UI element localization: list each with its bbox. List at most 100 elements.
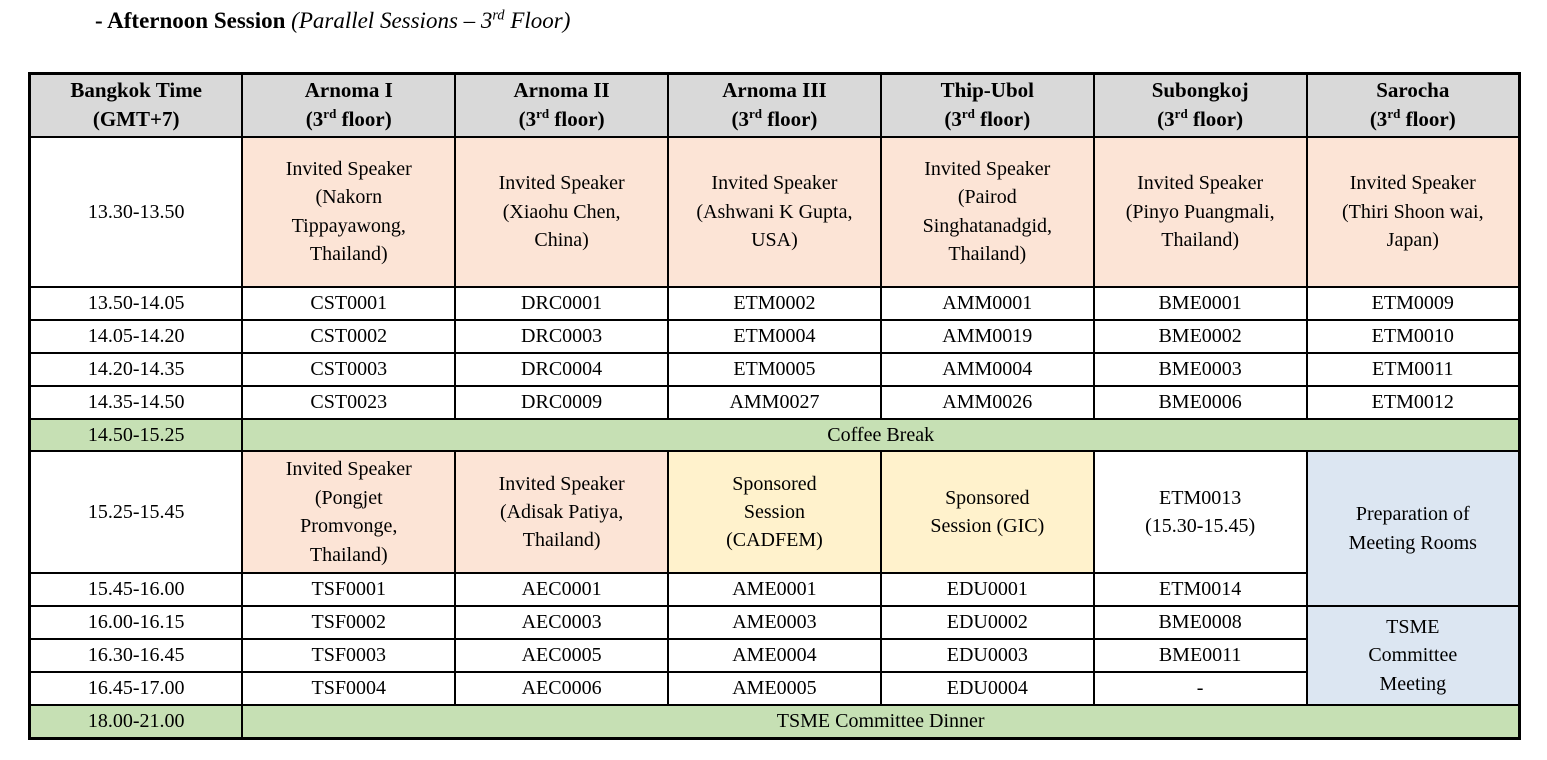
time-cell: 13.50-14.05	[28, 285, 244, 321]
session-code-cell: DRC0001	[454, 285, 670, 321]
time-cell: 14.35-14.50	[28, 384, 244, 420]
session-code-cell: BME0001	[1092, 285, 1308, 321]
session-code-cell: EDU0001	[879, 572, 1095, 608]
session-code-cell: BME0008	[1092, 605, 1308, 641]
col-header-thip-ubol: Thip-Ubol (3rd floor)	[879, 72, 1095, 138]
superscript-rd: rd	[492, 7, 505, 24]
sponsored-session-cell: Sponsored Session (CADFEM)	[667, 450, 882, 575]
session-code-cell: DRC0009	[454, 384, 670, 420]
time-cell: 14.50-15.25	[28, 417, 244, 453]
session-code-cell: CST0002	[241, 318, 457, 354]
col-header-subongkoj: Subongkoj (3rd floor)	[1092, 72, 1308, 138]
session-code-cell: ETM0010	[1305, 318, 1521, 354]
session-code-cell: TSF0001	[241, 572, 457, 608]
session-code-cell: BME0006	[1092, 384, 1308, 420]
coffee-break-cell: Coffee Break	[241, 417, 1521, 453]
invited-speaker-cell: Invited Speaker (Adisak Patiya, Thailand…	[454, 450, 670, 575]
table-row: 14.35-14.50 CST0023 DRC0009 AMM0027 AMM0…	[28, 384, 1521, 420]
col-header-arnoma-3: Arnoma III (3rd floor)	[667, 72, 882, 138]
table-row: 13.50-14.05 CST0001 DRC0001 ETM0002 AMM0…	[28, 285, 1521, 321]
session-code-cell: BME0003	[1092, 351, 1308, 387]
session-code-cell: EDU0003	[879, 638, 1095, 674]
session-code-cell: AME0003	[667, 605, 882, 641]
time-cell: 15.45-16.00	[28, 572, 244, 608]
session-code-cell: ETM0005	[667, 351, 882, 387]
header-row: Bangkok Time (GMT+7) Arnoma I (3rd floor…	[28, 72, 1521, 138]
table-row: 13.30-13.50 Invited Speaker (Nakorn Tipp…	[28, 135, 1521, 288]
invited-speaker-cell: Invited Speaker (Xiaohu Chen, China)	[454, 135, 670, 288]
session-code-cell: AMM0027	[667, 384, 882, 420]
session-code-cell: EDU0004	[879, 671, 1095, 707]
superscript-rd: rd	[748, 106, 763, 122]
col-header-arnoma-2: Arnoma II (3rd floor)	[454, 72, 670, 138]
invited-speaker-cell: Invited Speaker (Pinyo Puangmali, Thaila…	[1092, 135, 1308, 288]
invited-speaker-cell: Invited Speaker (Thiri Shoon wai, Japan)	[1305, 135, 1521, 288]
table-row: 14.20-14.35 CST0003 DRC0004 ETM0005 AMM0…	[28, 351, 1521, 387]
session-code-cell: -	[1092, 671, 1308, 707]
session-code-cell: CST0023	[241, 384, 457, 420]
time-cell: 16.00-16.15	[28, 605, 244, 641]
session-code-cell: AEC0001	[454, 572, 670, 608]
session-code-cell: TSF0002	[241, 605, 457, 641]
session-code-cell: AEC0006	[454, 671, 670, 707]
table-row: 16.00-16.15 TSF0002 AEC0003 AME0003 EDU0…	[28, 605, 1521, 707]
session-code-cell: CST0003	[241, 351, 457, 387]
table-row: 15.25-15.45 Invited Speaker (Pongjet Pro…	[28, 450, 1521, 608]
dinner-row: 18.00-21.00 TSME Committee Dinner	[28, 704, 1521, 740]
session-code-cell: AMM0004	[879, 351, 1095, 387]
session-code-cell: ETM0014	[1092, 572, 1308, 608]
session-code-cell: TSF0003	[241, 638, 457, 674]
superscript-rd: rd	[323, 106, 337, 122]
session-code-cell: AME0004	[667, 638, 882, 674]
session-code-cell: CST0001	[241, 285, 457, 321]
session-code-cell: ETM0009	[1305, 285, 1521, 321]
invited-speaker-cell: Invited Speaker (Pairod Singhatanadgid, …	[879, 135, 1095, 288]
time-cell: 16.30-16.45	[28, 638, 244, 674]
session-code-cell: DRC0003	[454, 318, 670, 354]
col-header-time: Bangkok Time (GMT+7)	[28, 72, 244, 138]
table-row: 16.45-17.00 TSF0004 AEC0006 AME0005 EDU0…	[28, 671, 1520, 707]
session-code-cell: BME0011	[1092, 638, 1308, 674]
superscript-rd: rd	[536, 106, 550, 122]
session-code-cell: DRC0004	[454, 351, 670, 387]
dinner-cell: TSME Committee Dinner	[241, 704, 1521, 740]
time-cell: 16.45-17.00	[28, 671, 244, 707]
col-header-sarocha: Sarocha (3rd floor)	[1305, 72, 1521, 138]
session-code-cell: AMM0019	[879, 318, 1095, 354]
session-code-cell: AME0001	[667, 572, 882, 608]
superscript-rd: rd	[961, 106, 975, 122]
session-code-cell: ETM0012	[1305, 384, 1521, 420]
session-code-cell: ETM0013 (15.30-15.45)	[1092, 450, 1308, 575]
session-code-cell: AEC0003	[454, 605, 670, 641]
session-code-cell: AMM0001	[879, 285, 1095, 321]
page-title-subtitle: (Parallel Sessions – 3rd Floor)	[285, 7, 571, 33]
time-cell: 13.30-13.50	[28, 135, 244, 288]
table-row: 15.45-16.00 TSF0001 AEC0001 AME0001 EDU0…	[28, 572, 1520, 608]
time-cell: 14.20-14.35	[28, 351, 244, 387]
invited-speaker-cell: Invited Speaker (Nakorn Tippayawong, Tha…	[241, 135, 457, 288]
superscript-rd: rd	[1174, 106, 1188, 122]
invited-speaker-cell: Invited Speaker (Ashwani K Gupta, USA)	[667, 135, 882, 288]
invited-speaker-cell: Invited Speaker (Pongjet Promvonge, Thai…	[241, 450, 457, 575]
session-code-cell: TSF0004	[241, 671, 457, 707]
col-header-arnoma-1: Arnoma I (3rd floor)	[241, 72, 457, 138]
time-cell: 18.00-21.00	[28, 704, 244, 740]
session-code-cell: ETM0002	[667, 285, 882, 321]
session-code-cell: EDU0002	[879, 605, 1095, 641]
preparation-cell: Preparation of Meeting Rooms	[1305, 450, 1521, 608]
sponsored-session-cell: Sponsored Session (GIC)	[879, 450, 1095, 575]
superscript-rd: rd	[1387, 106, 1401, 122]
table-row: 16.30-16.45 TSF0003 AEC0005 AME0004 EDU0…	[28, 638, 1520, 674]
session-code-cell: AMM0026	[879, 384, 1095, 420]
session-code-cell: AME0005	[667, 671, 882, 707]
time-cell: 15.25-15.45	[28, 450, 244, 575]
session-code-cell: AEC0005	[454, 638, 670, 674]
coffee-break-row: 14.50-15.25 Coffee Break	[28, 417, 1521, 453]
session-code-cell: ETM0004	[667, 318, 882, 354]
session-code-cell: BME0002	[1092, 318, 1308, 354]
time-cell: 14.05-14.20	[28, 318, 244, 354]
session-code-cell: ETM0011	[1305, 351, 1521, 387]
page-title: - Afternoon Session (Parallel Sessions –…	[95, 8, 570, 34]
afternoon-schedule-table: Bangkok Time (GMT+7) Arnoma I (3rd floor…	[28, 72, 1521, 740]
